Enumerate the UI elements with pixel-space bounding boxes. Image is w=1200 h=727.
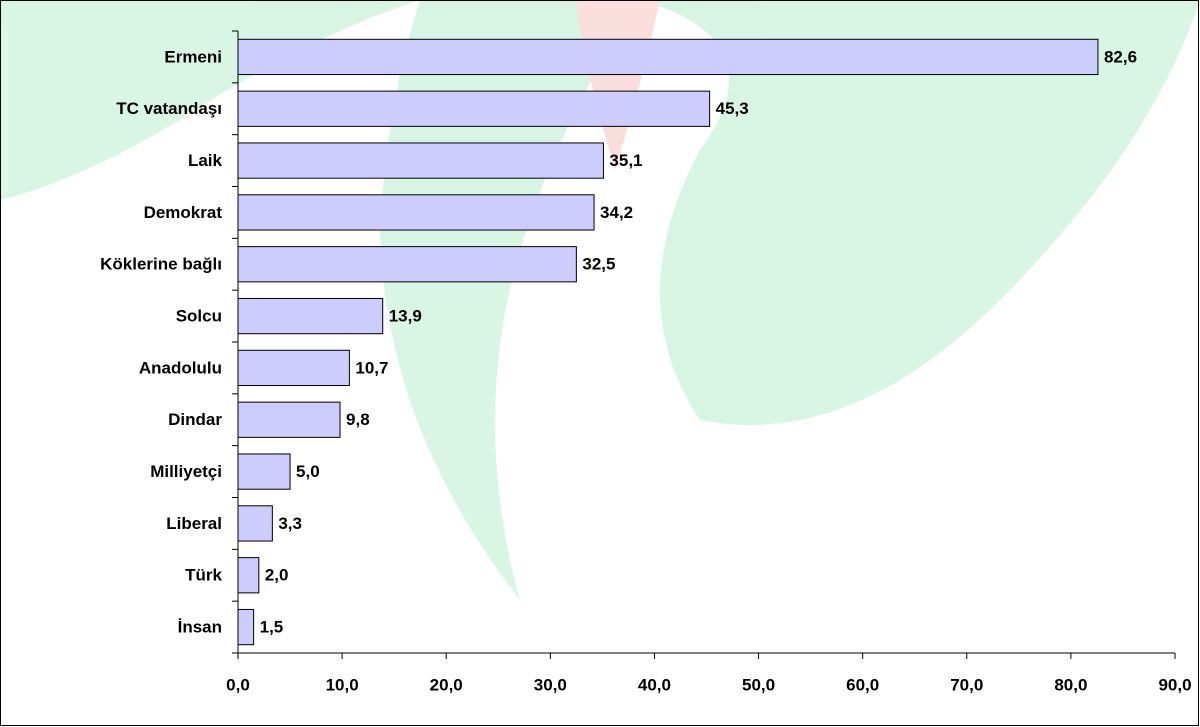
bar xyxy=(237,505,273,542)
y-tick-label: Liberal xyxy=(166,514,222,533)
watermark xyxy=(0,0,1200,600)
x-tick-label: 70,0 xyxy=(950,675,983,694)
x-tick-label: 60,0 xyxy=(846,675,879,694)
value-label: 13,9 xyxy=(389,307,422,326)
bar xyxy=(237,401,341,438)
value-label: 10,7 xyxy=(355,358,388,377)
bar xyxy=(237,246,577,283)
bar xyxy=(237,38,1099,76)
y-tick-label: Laik xyxy=(188,151,223,170)
value-label: 5,0 xyxy=(296,462,320,481)
x-tick-label: 50,0 xyxy=(742,675,775,694)
bar xyxy=(237,557,260,594)
bar xyxy=(237,453,291,490)
x-tick-label: 90,0 xyxy=(1158,675,1191,694)
y-tick-label: Anadolulu xyxy=(139,358,222,377)
leaf-shape xyxy=(0,0,420,200)
y-tick-label: Solcu xyxy=(176,307,222,326)
x-tick-label: 20,0 xyxy=(430,675,463,694)
leaf-shape xyxy=(640,0,1200,425)
y-tick-label: Demokrat xyxy=(144,203,223,222)
value-label: 9,8 xyxy=(346,410,370,429)
bar xyxy=(237,142,604,179)
bar xyxy=(237,194,595,231)
x-tick-label: 80,0 xyxy=(1054,675,1087,694)
x-tick-label: 30,0 xyxy=(534,675,567,694)
y-tick-label: Türk xyxy=(185,566,222,585)
x-tick-label: 40,0 xyxy=(638,675,671,694)
bar xyxy=(237,90,711,127)
bar xyxy=(237,608,255,646)
y-tick-label: İnsan xyxy=(178,618,222,637)
y-tick-label: Milliyetçi xyxy=(150,462,222,481)
value-label: 34,2 xyxy=(600,203,633,222)
bar xyxy=(237,349,350,387)
value-label: 3,3 xyxy=(278,514,302,533)
y-tick-label: Ermeni xyxy=(164,47,222,66)
value-label: 35,1 xyxy=(609,151,642,170)
value-label: 45,3 xyxy=(716,99,749,118)
x-tick-label: 0,0 xyxy=(226,675,250,694)
value-label: 82,6 xyxy=(1104,47,1137,66)
y-tick-label: TC vatandaşı xyxy=(116,99,222,118)
bar xyxy=(237,297,384,335)
value-label: 32,5 xyxy=(582,255,615,274)
y-tick-label: Köklerine bağlı xyxy=(100,255,222,274)
x-tick-label: 10,0 xyxy=(326,675,359,694)
y-tick-label: Dindar xyxy=(168,410,222,429)
value-label: 1,5 xyxy=(260,618,284,637)
value-label: 2,0 xyxy=(265,566,289,585)
